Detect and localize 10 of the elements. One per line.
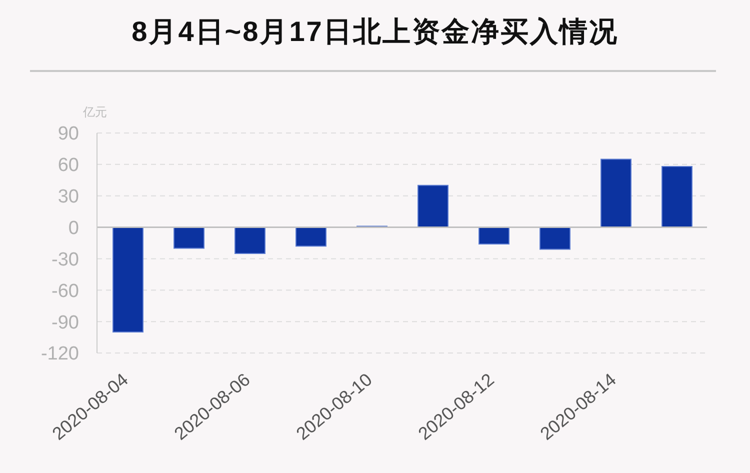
y-tick-label: -60: [52, 280, 79, 302]
chart-title: 8月4日~8月17日北上资金净买入情况: [130, 15, 620, 49]
y-tick-label: 60: [58, 155, 79, 176]
y-tick-label: -120: [40, 344, 79, 365]
y-tick-label: 0: [68, 218, 79, 240]
y-tick-label: -90: [52, 312, 79, 334]
y-tick-label: -30: [52, 249, 79, 270]
y-axis-title: 亿元: [82, 105, 107, 119]
y-tick-label: 30: [58, 186, 79, 208]
y-tick-label: 90: [58, 124, 79, 145]
